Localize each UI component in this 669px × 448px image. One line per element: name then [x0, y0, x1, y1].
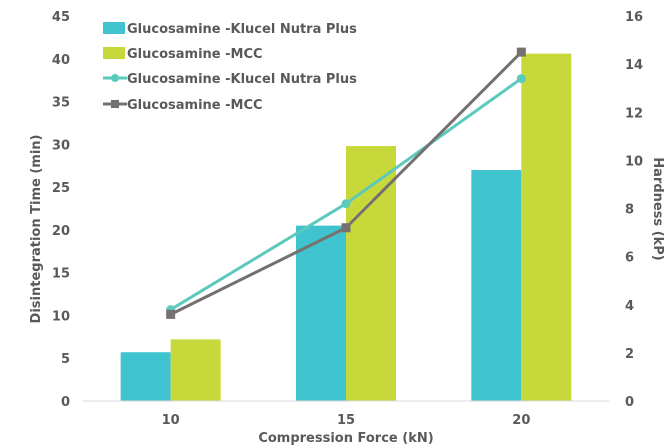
y-tick-label: 45 [52, 10, 70, 25]
x-tick-label: 10 [162, 413, 180, 428]
legend-label-klucel-bar: Glucosamine -Klucel Nutra Plus [127, 22, 357, 37]
lines-layer [166, 47, 526, 319]
y2-tick-label: 12 [625, 106, 643, 121]
x-tick-label: 20 [512, 413, 530, 428]
y-tick-label: 20 [52, 224, 70, 239]
legend-label-mcc-bar: Glucosamine -MCC [127, 47, 263, 62]
x-tick-label: 15 [337, 413, 355, 428]
legend-label-klucel-line: Glucosamine -Klucel Nutra Plus [127, 72, 357, 87]
point-mcc-20 [516, 47, 526, 57]
point-mcc-10 [166, 309, 176, 319]
legend-marker-klucel [111, 74, 119, 82]
ticks-layer: 0 5 10 15 20 25 30 35 40 45 0 2 4 6 8 10 12 14 16 10 15 20 [52, 10, 643, 428]
y2-tick-label: 2 [625, 347, 634, 362]
y-tick-label: 35 [52, 96, 70, 111]
point-klucel-20 [516, 74, 526, 84]
legend-swatch-mcc-bar [103, 47, 125, 59]
y2-tick-label: 0 [625, 395, 634, 410]
y2-axis-title: Hardness (kP) [650, 157, 665, 261]
y2-tick-label: 16 [625, 10, 643, 25]
bar-klucel-20 [471, 170, 522, 401]
legend-swatch-klucel-bar [103, 22, 125, 34]
y2-tick-label: 6 [625, 251, 634, 266]
y2-tick-label: 4 [625, 299, 634, 314]
y-tick-label: 30 [52, 138, 70, 153]
legend: Glucosamine -Klucel Nutra Plus Glucosami… [103, 22, 357, 113]
y-axis-title: Disintegration Time (min) [29, 135, 44, 324]
y-tick-label: 5 [61, 352, 70, 367]
bar-klucel-15 [296, 225, 346, 401]
y-tick-label: 40 [52, 53, 70, 68]
bars-layer [120, 53, 572, 402]
bar-mcc-20 [521, 53, 572, 402]
bar-mcc-10 [170, 339, 221, 401]
y-tick-label: 15 [52, 267, 70, 282]
y-tick-label: 10 [52, 309, 70, 324]
point-mcc-15 [341, 223, 351, 233]
point-klucel-15 [341, 199, 351, 209]
bar-mcc-15 [346, 146, 396, 401]
y2-tick-label: 8 [625, 203, 634, 218]
legend-label-mcc-line: Glucosamine -MCC [127, 98, 263, 113]
y-tick-label: 25 [52, 181, 70, 196]
y2-tick-label: 14 [625, 58, 643, 73]
legend-marker-mcc [111, 100, 119, 108]
y2-tick-label: 10 [625, 154, 643, 169]
bar-klucel-10 [120, 352, 171, 401]
x-axis-title: Compression Force (kN) [258, 431, 433, 446]
y-tick-label: 0 [61, 395, 70, 410]
